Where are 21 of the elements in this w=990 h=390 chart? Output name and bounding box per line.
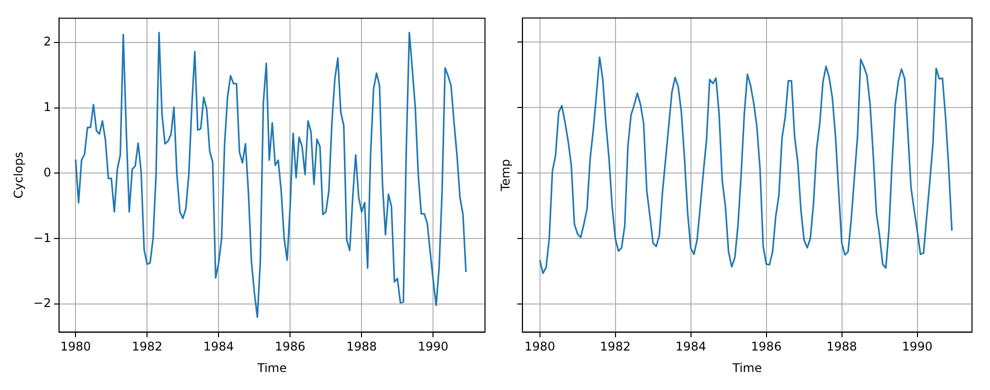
- x-tick-label: 1990: [418, 340, 448, 354]
- y-axis-title: Cyclops: [11, 152, 26, 199]
- x-tick-label: 1984: [203, 340, 234, 354]
- x-tick-label: 1988: [826, 340, 858, 354]
- x-tick-label: 1980: [60, 340, 91, 354]
- x-tick-label: 1986: [751, 340, 782, 354]
- x-tick-label: 1984: [676, 340, 706, 354]
- x-tick-label: 1982: [600, 340, 631, 354]
- x-tick-label: 1986: [274, 340, 306, 354]
- y-tick-label: −2: [33, 296, 52, 310]
- y-tick-label: 0: [43, 165, 52, 180]
- y-axis-title: Temp: [498, 159, 512, 192]
- x-axis-title: Time: [256, 360, 287, 375]
- x-tick-label: 1982: [132, 340, 162, 354]
- x-tick-label: 1988: [346, 340, 377, 354]
- x-axis-title: Time: [732, 360, 762, 375]
- y-tick-label: 1: [43, 100, 52, 114]
- x-tick-label: 1980: [524, 340, 556, 354]
- y-tick-label: 2: [43, 34, 52, 49]
- y-tick-label: −1: [33, 230, 52, 245]
- x-tick-label: 1990: [902, 340, 933, 354]
